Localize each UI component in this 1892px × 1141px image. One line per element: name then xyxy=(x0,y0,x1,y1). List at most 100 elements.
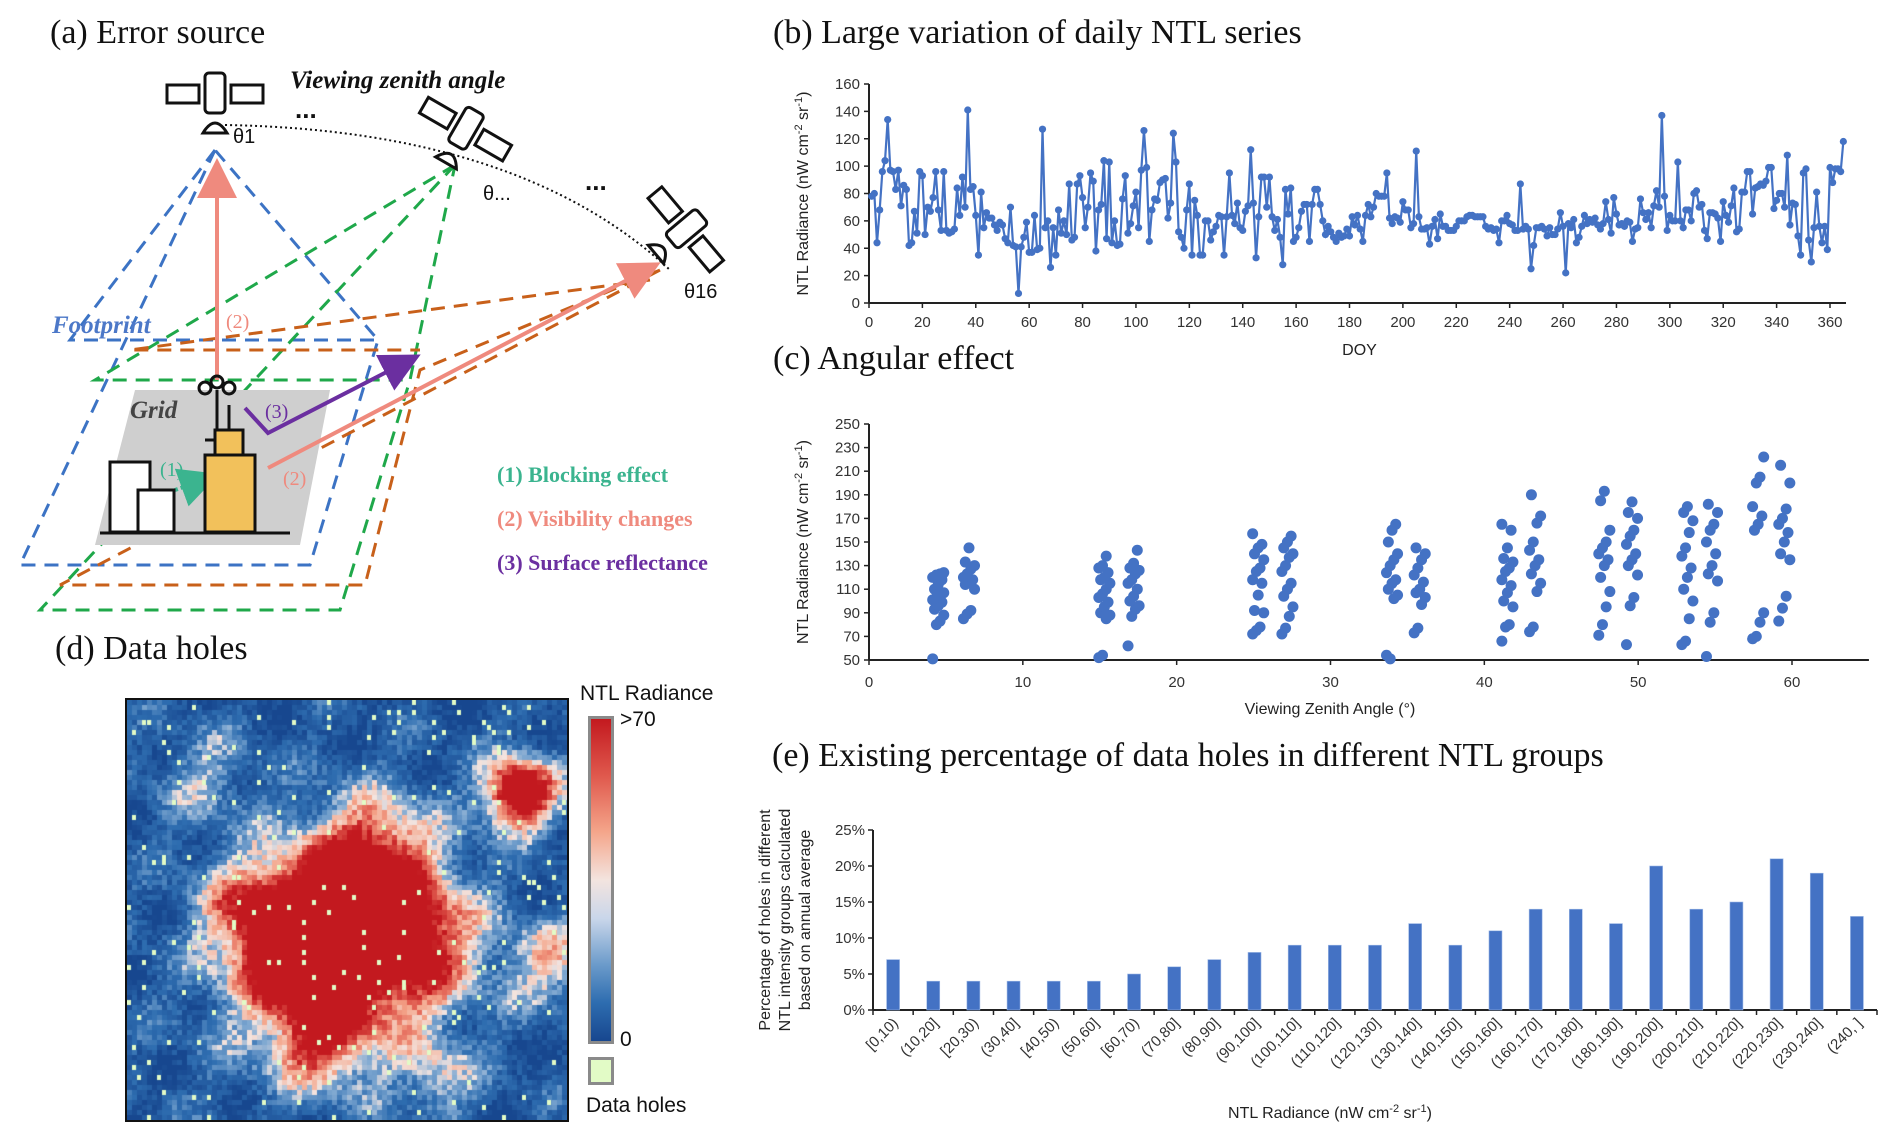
data-point xyxy=(1175,228,1183,236)
data-point xyxy=(1496,518,1508,530)
data-point xyxy=(1392,548,1404,560)
data-point xyxy=(1595,495,1607,507)
data-point xyxy=(1028,248,1036,256)
data-point xyxy=(959,556,971,568)
data-point xyxy=(1417,576,1429,588)
data-point xyxy=(1595,571,1607,583)
data-point xyxy=(1137,166,1145,174)
data-point xyxy=(1287,548,1299,560)
data-point xyxy=(918,172,926,180)
data-point xyxy=(1719,198,1727,206)
bar xyxy=(1408,923,1422,1011)
data-point xyxy=(1284,210,1292,218)
data-point xyxy=(1507,556,1519,568)
data-point xyxy=(1530,241,1538,250)
data-point xyxy=(1193,211,1201,219)
data-point xyxy=(1404,206,1412,214)
data-point xyxy=(1392,589,1404,601)
bar xyxy=(1368,944,1382,1011)
data-point xyxy=(1727,202,1735,210)
data-point xyxy=(1492,225,1500,233)
data-point xyxy=(1452,222,1460,230)
data-point xyxy=(1524,225,1532,233)
x-tick-label: 160 xyxy=(1284,314,1309,331)
data-point xyxy=(1118,195,1127,203)
y-tick-label: 40 xyxy=(843,240,860,257)
data-point xyxy=(1666,211,1674,219)
y-axis-label-line: based on annual average xyxy=(797,830,814,1011)
data-point xyxy=(1105,158,1113,166)
data-point xyxy=(1527,621,1539,633)
data-point xyxy=(1390,518,1402,530)
data-point xyxy=(908,239,916,247)
x-tick-label: 0 xyxy=(865,674,873,691)
y-tick-label: 160 xyxy=(835,76,860,93)
data-point xyxy=(1663,226,1671,235)
bar xyxy=(1609,923,1623,1011)
bar xyxy=(1328,944,1342,1011)
data-point xyxy=(1805,236,1813,244)
footprint-orange xyxy=(59,268,661,587)
data-point xyxy=(1128,557,1140,569)
data-point xyxy=(1364,200,1372,209)
data-point xyxy=(1706,560,1718,572)
data-point xyxy=(1683,613,1695,625)
data-point xyxy=(1505,524,1517,536)
bar xyxy=(1046,980,1061,1011)
data-point xyxy=(1676,550,1688,562)
data-point xyxy=(1280,622,1292,634)
data-point xyxy=(1054,206,1063,214)
data-point xyxy=(1580,211,1589,219)
data-point xyxy=(1829,178,1837,187)
data-point xyxy=(1129,202,1137,210)
data-point xyxy=(1748,210,1757,218)
data-point xyxy=(1762,177,1770,185)
data-point xyxy=(1343,225,1351,233)
data-point xyxy=(1624,600,1636,612)
data-point xyxy=(1263,203,1271,211)
data-point xyxy=(1730,184,1738,192)
data-point xyxy=(982,209,991,217)
data-point xyxy=(1556,209,1564,217)
data-point xyxy=(964,106,972,114)
y-tick-label: 130 xyxy=(835,558,860,575)
data-point xyxy=(1681,501,1693,513)
data-point xyxy=(1712,575,1724,587)
bar xyxy=(926,980,941,1011)
data-point xyxy=(1256,538,1268,550)
satellite-icon-16 xyxy=(645,184,726,275)
y-tick-label: 210 xyxy=(835,463,860,480)
x-tick-label: 10 xyxy=(1014,674,1031,691)
data-point xyxy=(1610,194,1618,202)
data-point xyxy=(1687,595,1699,607)
data-point xyxy=(990,221,999,229)
data-point xyxy=(1780,503,1792,515)
data-point xyxy=(961,203,969,211)
data-point xyxy=(1431,215,1439,224)
data-point xyxy=(1228,211,1236,219)
data-point xyxy=(1252,254,1260,262)
data-point xyxy=(1626,496,1638,508)
data-point xyxy=(1014,289,1023,298)
data-point xyxy=(1591,214,1599,222)
data-point xyxy=(1503,211,1511,219)
data-point xyxy=(1533,554,1545,566)
x-tick-label: (240, ] xyxy=(1824,1015,1866,1057)
data-point xyxy=(1204,217,1212,225)
data-point xyxy=(1132,188,1140,196)
bar xyxy=(1689,908,1704,1011)
data-point xyxy=(1062,230,1071,239)
data-point xyxy=(1285,530,1297,542)
data-point xyxy=(1004,239,1012,247)
x-tick-label: 260 xyxy=(1551,314,1576,331)
data-point xyxy=(1775,548,1787,560)
data-point xyxy=(1770,204,1778,213)
x-tick-label: [40,50) xyxy=(1018,1015,1063,1060)
data-point xyxy=(1500,217,1508,225)
data-point xyxy=(1767,163,1775,172)
data-point xyxy=(1679,224,1687,232)
bar xyxy=(1850,916,1864,1011)
data-holes-legend-label: Data holes xyxy=(586,1094,687,1117)
data-point xyxy=(1022,218,1031,226)
